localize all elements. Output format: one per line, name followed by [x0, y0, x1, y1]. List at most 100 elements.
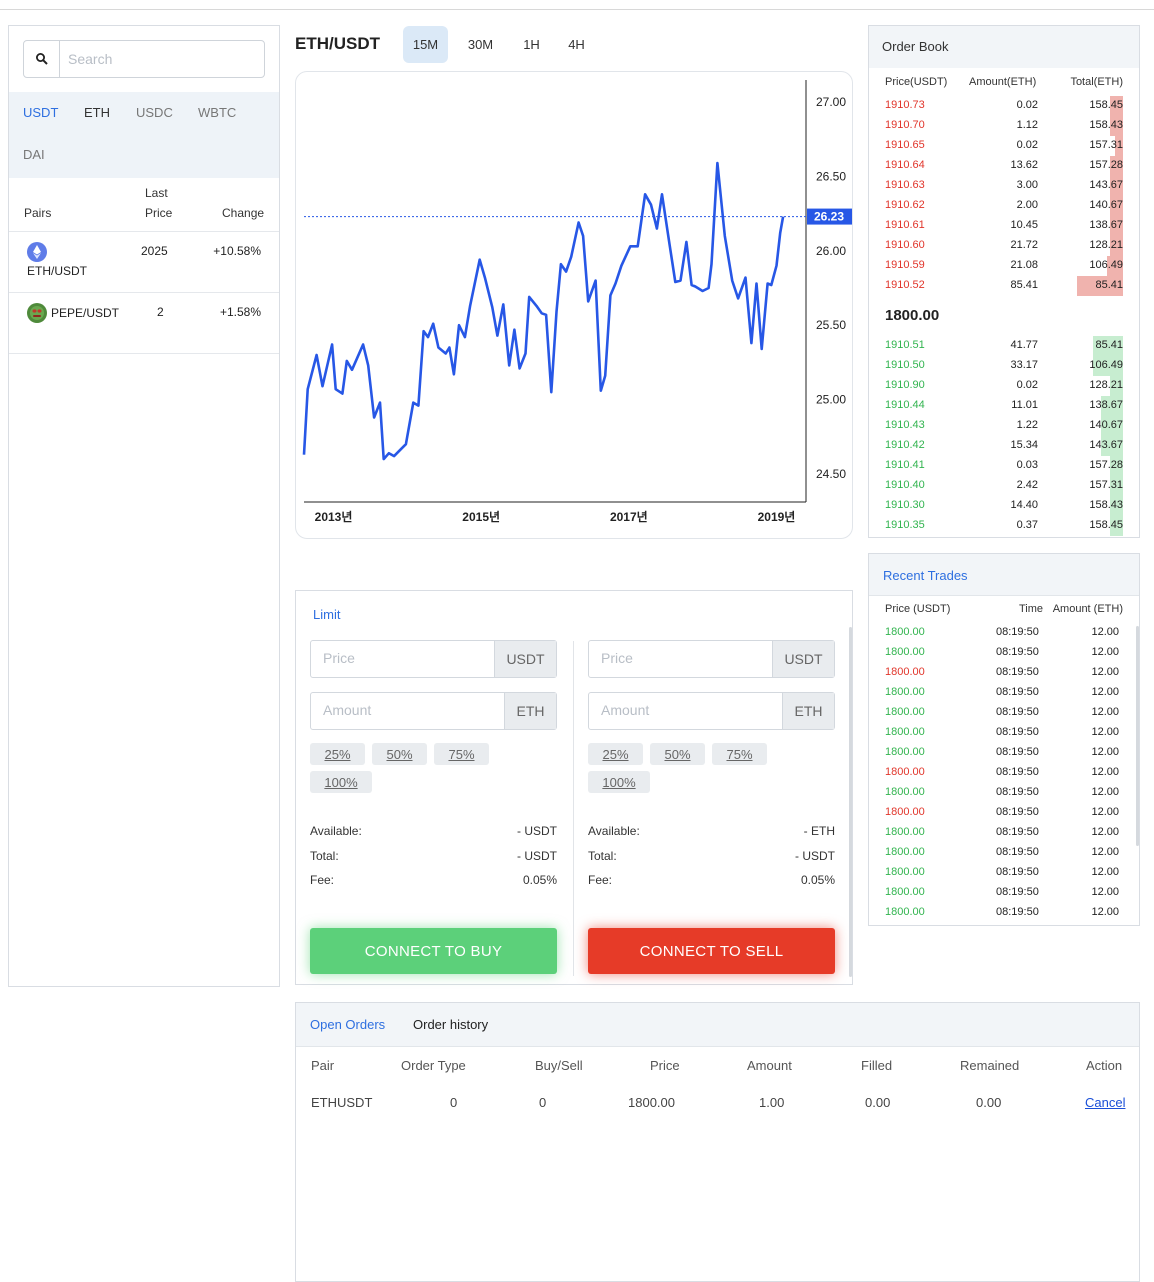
bid-row[interactable]: 1910.35 0.37 158.45 — [869, 516, 1139, 536]
ask-row[interactable]: 1910.65 0.02 157.31 — [869, 136, 1139, 156]
timeframe-1h[interactable]: 1H — [523, 37, 540, 52]
trade-price: 1800.00 — [885, 626, 925, 638]
ask-total: 158.45 — [1089, 99, 1123, 111]
ask-row[interactable]: 1910.63 3.00 143.67 — [869, 176, 1139, 196]
ask-row[interactable]: 1910.64 13.62 157.28 — [869, 156, 1139, 176]
ask-price: 1910.65 — [885, 139, 925, 151]
sell-amount-input[interactable] — [601, 702, 751, 718]
trade-price: 1800.00 — [885, 806, 925, 818]
bid-row[interactable]: 1910.40 2.42 157.31 — [869, 476, 1139, 496]
bid-row[interactable]: 1910.50 33.17 106.49 — [869, 356, 1139, 376]
trade-time: 08:19:50 — [996, 806, 1039, 818]
timeframe-4h[interactable]: 4H — [568, 37, 585, 52]
trade-amount: 12.00 — [1091, 806, 1119, 818]
ask-row[interactable]: 1910.61 10.45 138.67 — [869, 216, 1139, 236]
buy-amount-field[interactable]: ETH — [310, 692, 557, 730]
bid-row[interactable]: 1910.30 14.40 158.43 — [869, 496, 1139, 516]
bid-row[interactable]: 1910.43 1.22 140.67 — [869, 416, 1139, 436]
form-scrollbar[interactable] — [849, 627, 852, 977]
bid-row[interactable]: 1910.90 0.02 128.21 — [869, 376, 1139, 396]
ask-amount: 13.62 — [1010, 159, 1038, 171]
order-type: 0 — [450, 1095, 458, 1110]
trade-amount: 12.00 — [1091, 846, 1119, 858]
rt-header-time: Time — [1019, 603, 1044, 615]
ask-row[interactable]: 1910.60 21.72 128.21 — [869, 236, 1139, 256]
y-tick-label: 27.00 — [816, 95, 846, 109]
ask-row[interactable]: 1910.59 21.08 106.49 — [869, 256, 1139, 276]
bid-row[interactable]: 1910.41 0.03 157.28 — [869, 456, 1139, 476]
sell-pct-25[interactable]: 25% — [588, 743, 643, 765]
sell-pct-100[interactable]: 100% — [588, 771, 650, 793]
tab-dai[interactable]: DAI — [23, 147, 45, 162]
tab-usdt[interactable]: USDT — [23, 105, 59, 120]
bid-row[interactable]: 1910.44 11.01 138.67 — [869, 396, 1139, 416]
ask-depth-bar — [1077, 276, 1123, 296]
price-line — [302, 161, 785, 461]
pair-name: ETH/USDT — [27, 264, 87, 278]
cancel-order-link[interactable]: Cancel — [1085, 1095, 1126, 1110]
ask-price: 1910.73 — [885, 99, 925, 111]
sell-amount-field[interactable]: ETH — [588, 692, 835, 730]
trade-amount: 12.00 — [1091, 886, 1119, 898]
pair-name: PEPE/USDT — [51, 306, 120, 320]
ask-row[interactable]: 1910.73 0.02 158.45 — [869, 96, 1139, 116]
buy-pct-25[interactable]: 25% — [310, 743, 365, 765]
price-chart[interactable]: 27.00 26.50 26.00 25.50 25.00 24.50 2013년 2015년… — [295, 71, 853, 539]
buy-amount-input[interactable] — [323, 702, 473, 718]
buy-pct-50[interactable]: 50% — [372, 743, 427, 765]
trade-form: Limit USDT ETH 25% 50% 75% 100% Availabl… — [295, 590, 853, 985]
buy-pct-100[interactable]: 100% — [310, 771, 372, 793]
bid-row[interactable]: 1910.42 15.34 143.67 — [869, 436, 1139, 456]
tab-eth[interactable]: ETH — [84, 105, 110, 120]
ob-header-total: Total(ETH) — [1070, 76, 1123, 88]
orders-header-side: Buy/Sell — [535, 1058, 583, 1073]
tab-usdc[interactable]: USDC — [136, 105, 173, 120]
sell-pct-75[interactable]: 75% — [712, 743, 767, 765]
chart-svg[interactable]: 27.00 26.50 26.00 25.50 25.00 24.50 2013년 2015년… — [296, 72, 852, 538]
buy-available-label: Available: — [310, 824, 362, 838]
trade-time: 08:19:50 — [996, 906, 1039, 918]
search-box[interactable] — [23, 40, 265, 78]
pair-row-pepe[interactable]: PEPE/USDT 2 +1.58% — [9, 293, 279, 354]
sell-fee-label: Fee: — [588, 873, 613, 887]
buy-price-input[interactable] — [323, 650, 473, 666]
trade-row: 1800.00 08:19:50 12.00 — [869, 823, 1139, 843]
tab-order-history[interactable]: Order history — [413, 1017, 489, 1032]
bid-price: 1910.44 — [885, 399, 925, 411]
trade-row: 1800.00 08:19:50 12.00 — [869, 663, 1139, 683]
trade-amount: 12.00 — [1091, 826, 1119, 838]
tab-limit[interactable]: Limit — [313, 607, 341, 622]
ask-row[interactable]: 1910.52 85.41 85.41 — [869, 276, 1139, 296]
bid-total: 158.45 — [1089, 519, 1123, 531]
trade-time: 08:19:50 — [996, 766, 1039, 778]
sell-price-field[interactable]: USDT — [588, 640, 835, 678]
bid-price: 1910.30 — [885, 499, 925, 511]
ask-row[interactable]: 1910.70 1.12 158.43 — [869, 116, 1139, 136]
bid-row[interactable]: 1910.51 41.77 85.41 — [869, 336, 1139, 356]
order-book-title: Order Book — [869, 26, 1139, 68]
tab-wbtc[interactable]: WBTC — [198, 105, 237, 120]
ask-row[interactable]: 1910.62 2.00 140.67 — [869, 196, 1139, 216]
order-price: 1800.00 — [628, 1095, 675, 1110]
search-input[interactable] — [68, 49, 248, 69]
sell-total-label: Total: — [588, 849, 617, 863]
ob-mid-price: 1800.00 — [885, 307, 940, 324]
trade-row: 1800.00 08:19:50 12.00 — [869, 763, 1139, 783]
buy-available-value: - USDT — [517, 824, 557, 838]
tab-open-orders[interactable]: Open Orders — [310, 1017, 386, 1032]
connect-to-sell-button[interactable]: CONNECT TO SELL — [588, 928, 835, 974]
buy-pct-75[interactable]: 75% — [434, 743, 489, 765]
buy-price-field[interactable]: USDT — [310, 640, 557, 678]
sell-pct-50[interactable]: 50% — [650, 743, 705, 765]
bid-depth-bar — [1101, 436, 1123, 456]
trades-scrollbar[interactable] — [1136, 626, 1139, 846]
connect-to-buy-button[interactable]: CONNECT TO BUY — [310, 928, 557, 974]
pair-row-eth[interactable]: ETH/USDT 2025 +10.58% — [9, 232, 279, 293]
timeframe-30m[interactable]: 30M — [467, 37, 494, 52]
timeframe-15m[interactable]: 15M — [403, 26, 448, 63]
sell-price-input[interactable] — [601, 650, 751, 666]
ask-amount: 10.45 — [1010, 219, 1038, 231]
ask-depth-bar — [1109, 156, 1123, 176]
orders-header-filled: Filled — [861, 1058, 893, 1073]
chart-symbol: ETH/USDT — [295, 34, 380, 53]
